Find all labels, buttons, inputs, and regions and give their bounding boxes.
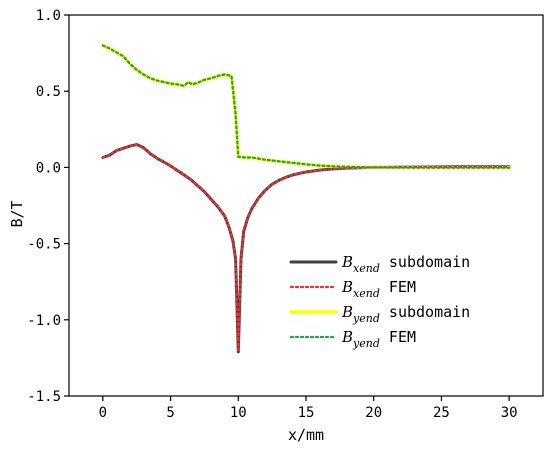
x-tick-label: 20	[365, 405, 382, 421]
x-tick-label: 5	[166, 405, 174, 421]
legend: Bxend subdomain Bxend FEM Byend subdomain B…	[289, 253, 470, 350]
x-tick-label: 10	[230, 405, 247, 421]
y-tick-label: 0.0	[36, 160, 61, 176]
x-tick-label: 30	[501, 405, 518, 421]
y-tick-label: -1.0	[27, 313, 61, 329]
y-tick-label: 0.5	[36, 84, 61, 100]
legend-label: Byend subdomain	[341, 303, 470, 325]
y-tick-label: -1.5	[27, 389, 61, 405]
legend-label: Bxend subdomain	[341, 253, 470, 275]
axes-layer: 0 5 10 15 20 25 30 -1.5 -1.0 -0.5 0.0 0.5 1.0	[27, 8, 517, 421]
series-line-3	[101, 44, 511, 169]
x-tick-label: 0	[99, 405, 107, 421]
legend-label: Bxend FEM	[341, 278, 416, 300]
legend-label: Byend FEM	[341, 328, 416, 350]
series-line-1	[101, 143, 511, 353]
y-axis-title: B/T	[8, 200, 26, 227]
series-layer	[101, 43, 511, 354]
x-tick-label: 15	[298, 405, 315, 421]
x-axis-title: x/mm	[288, 426, 324, 444]
x-tick-label: 25	[433, 405, 450, 421]
series-line-2	[101, 43, 511, 170]
y-tick-label: -0.5	[27, 237, 61, 253]
y-tick-label: 1.0	[36, 8, 61, 24]
